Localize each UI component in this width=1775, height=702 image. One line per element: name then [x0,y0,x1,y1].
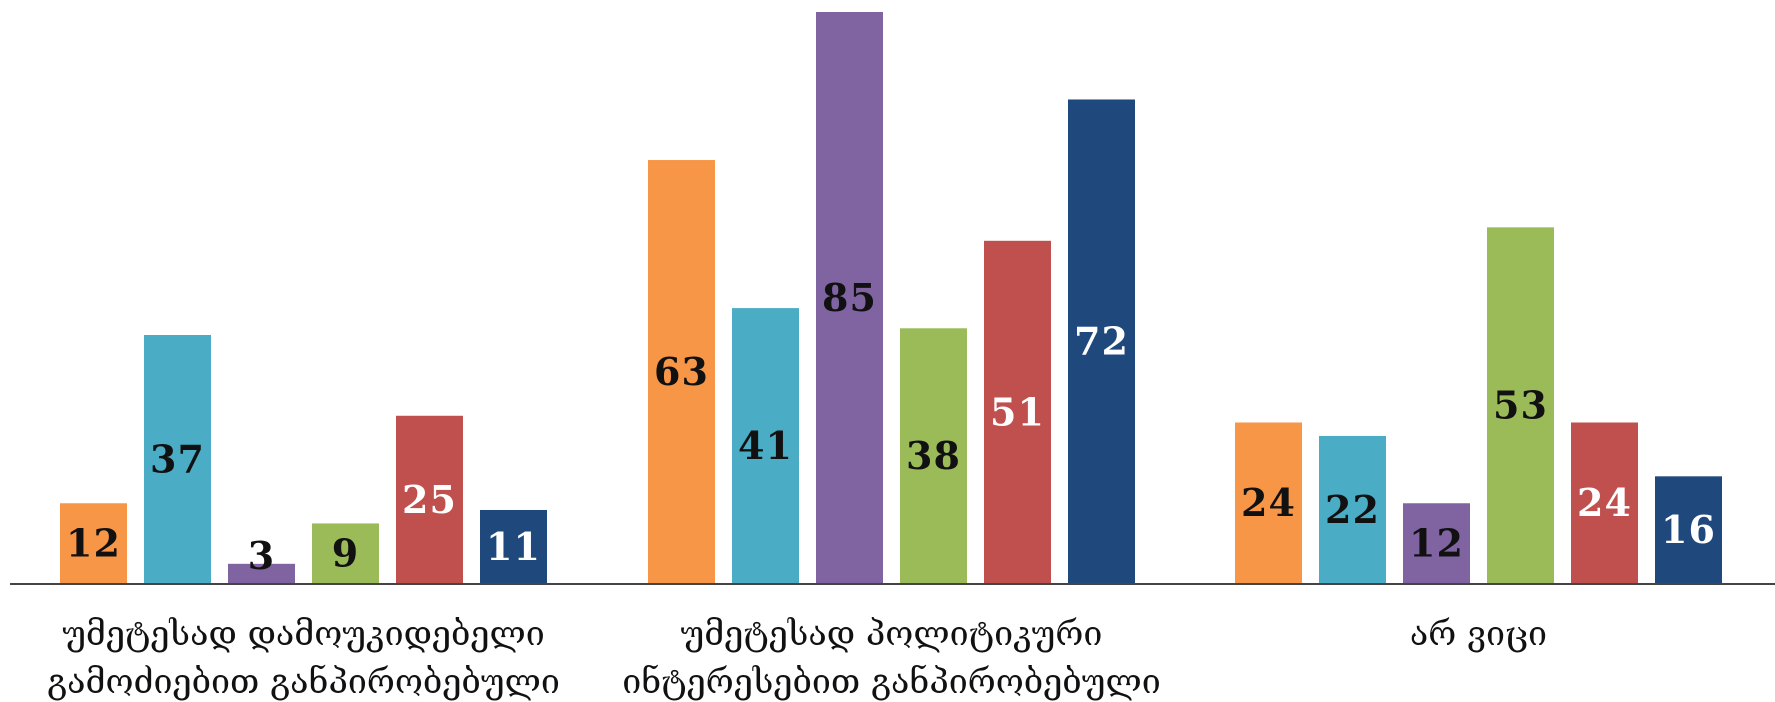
category-label: უმეტესად დამოუკიდებელი [62,614,545,654]
bar-value-label: 41 [738,423,793,468]
bar [228,563,295,584]
bar-value-label: 12 [1409,521,1464,566]
bar-value-label: 51 [990,389,1045,434]
bar-value-label: 53 [1493,383,1548,428]
category-label: არ ვიცი [1410,614,1547,654]
bar-value-label: 72 [1074,319,1129,364]
bar [144,335,211,584]
bar-value-label: 24 [1241,480,1296,525]
bar [1068,99,1135,584]
bar [1319,435,1386,584]
bar [900,328,967,584]
bar [1655,476,1722,584]
category-label: უმეტესად პოლიტიკური [681,614,1103,654]
bar [732,308,799,584]
bar-value-label: 16 [1661,507,1716,552]
bar [1487,227,1554,584]
category-label: ინტერესებით განპირობებული [622,662,1161,702]
bar [312,523,379,584]
bar-value-label: 22 [1325,487,1380,532]
bar [480,509,547,584]
bar [1235,422,1302,584]
bar-value-label: 11 [486,524,541,569]
bar-value-label: 3 [248,533,275,578]
bar-value-label: 9 [332,531,359,576]
bar-value-label: 12 [66,521,121,566]
category-label: გამოძიებით განპირობებული [47,662,560,702]
bar-value-label: 63 [654,349,709,394]
category-labels-group: უმეტესად დამოუკიდებელი გამოძიებით განპირო… [47,614,1547,702]
bar [396,415,463,584]
bar [648,160,715,584]
bar-value-label: 37 [150,437,205,482]
bar [984,240,1051,585]
bar [1403,503,1470,584]
bar-value-label: 25 [402,477,457,522]
bar-value-label: 38 [906,433,961,478]
bar [60,503,127,584]
bars-group [60,12,1722,585]
bar-value-label: 24 [1577,480,1632,525]
bar [816,12,883,584]
bar-value-label: 85 [822,275,877,320]
bar [1571,422,1638,584]
